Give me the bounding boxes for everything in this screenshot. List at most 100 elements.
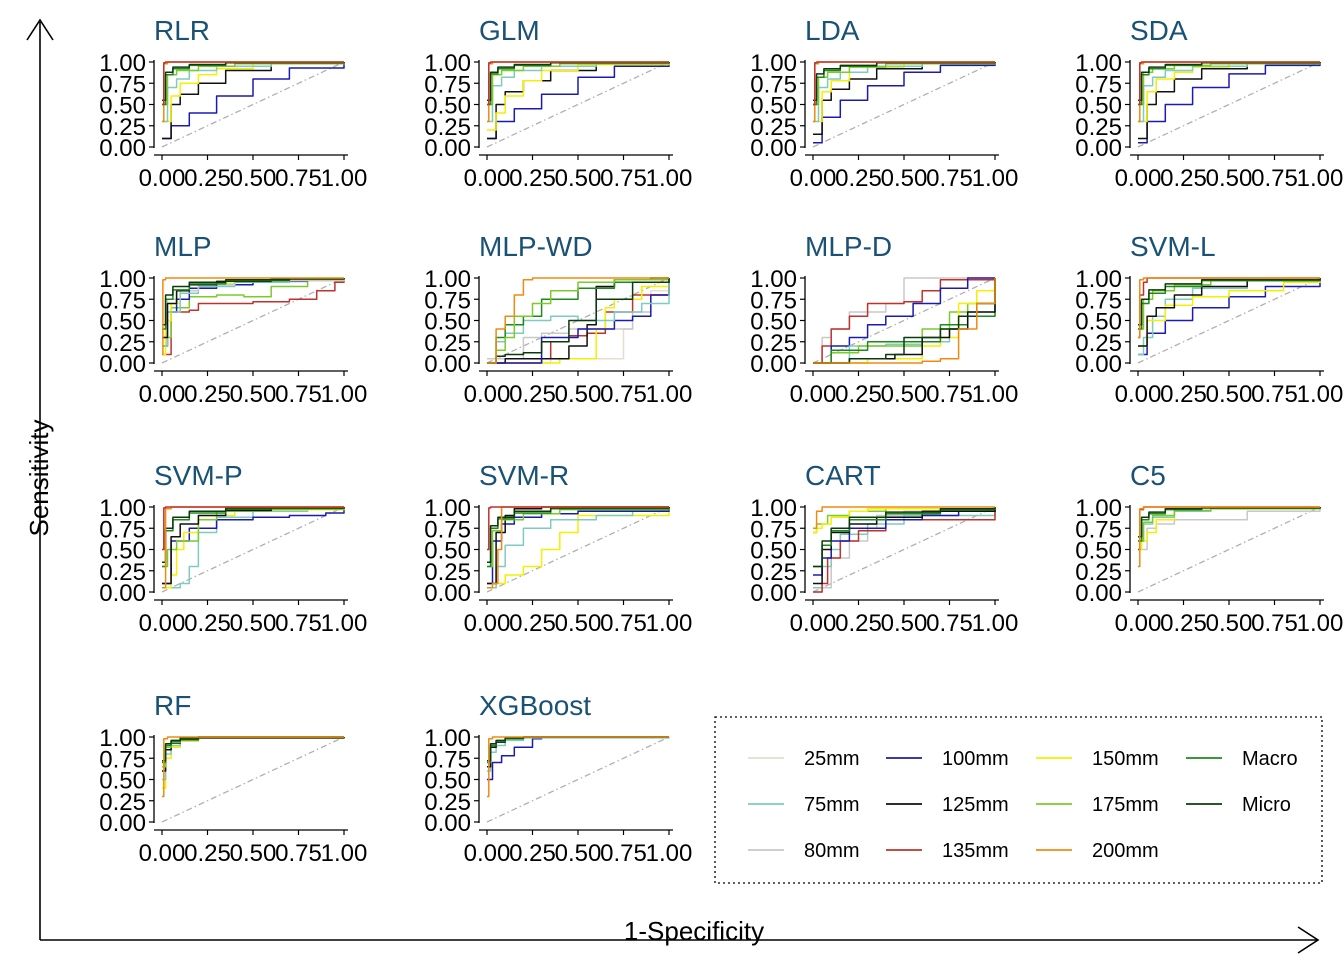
x-tick-label: 0.25 (184, 840, 231, 867)
panel-mlp-d: MLP-D0.000.250.500.751.000.000.250.500.7… (750, 231, 1018, 408)
panel-title: RLR (154, 15, 210, 46)
legend-box (714, 716, 1323, 884)
x-tick-label: 0.50 (230, 381, 277, 408)
y-tick-label: 0.25 (1075, 559, 1122, 586)
x-tick-label: 0.00 (139, 840, 186, 867)
y-tick-label: 0.75 (750, 71, 797, 98)
global-y-arrowhead (26, 18, 54, 41)
y-tick-label: 0.50 (99, 538, 146, 565)
legend-item: 150mm (1036, 748, 1159, 770)
roc-curve-100mm (813, 277, 995, 364)
x-tick-label: 0.25 (835, 381, 882, 408)
x-tick-label: 0.50 (230, 610, 277, 637)
roc-curve-75mm (487, 278, 670, 364)
x-tick-label: 0.50 (1206, 610, 1253, 637)
y-tick-label: 0.25 (750, 114, 797, 141)
roc-curve-175mm (1138, 507, 1321, 542)
panel-title: RF (154, 690, 191, 721)
y-tick-label: 0.00 (750, 135, 797, 162)
legend-label: 80mm (804, 840, 860, 862)
x-tick-label: 0.25 (509, 840, 556, 867)
y-tick-label: 0.00 (99, 810, 146, 837)
y-tick-label: 1.00 (99, 725, 146, 752)
x-tick-label: 1.00 (646, 610, 693, 637)
x-tick-label: 0.75 (926, 610, 973, 637)
roc-curve-135mm (813, 278, 996, 364)
legend-item: 200mm (1036, 840, 1159, 862)
legend-label: 150mm (1092, 748, 1159, 770)
y-tick-label: 1.00 (99, 266, 146, 293)
panel-c5: C50.000.250.500.751.000.000.250.500.751.… (1075, 460, 1343, 637)
y-tick-label: 1.00 (750, 495, 797, 522)
y-tick-label: 1.00 (99, 50, 146, 77)
x-tick-label: 1.00 (646, 165, 693, 192)
y-tick-label: 0.50 (424, 93, 471, 120)
panel-title: CART (805, 460, 881, 491)
y-tick-label: 0.00 (424, 351, 471, 378)
roc-curve-100mm (487, 736, 669, 781)
y-tick-label: 0.50 (424, 768, 471, 795)
roc-curve-200mm (813, 278, 996, 364)
panel-mlp-wd: MLP-WD0.000.250.500.751.000.000.250.500.… (424, 231, 692, 408)
x-tick-label: 0.00 (139, 381, 186, 408)
x-tick-label: 0.00 (139, 610, 186, 637)
y-tick-label: 0.25 (424, 114, 471, 141)
y-tick-label: 1.00 (424, 495, 471, 522)
reference-diagonal (486, 506, 670, 593)
roc-curve-135mm (813, 61, 995, 106)
x-tick-label: 0.00 (790, 610, 837, 637)
panel-title: SVM-L (1130, 231, 1216, 262)
reference-diagonal (161, 277, 345, 364)
x-tick-label: 0.00 (1115, 165, 1162, 192)
roc-curve-200mm (487, 277, 669, 364)
x-tick-label: 0.75 (1251, 165, 1298, 192)
reference-diagonal (1137, 61, 1321, 148)
y-tick-label: 1.00 (424, 266, 471, 293)
roc-curve-micro (1138, 278, 1321, 326)
panel-xgboost: XGBoost0.000.250.500.751.000.000.250.500… (424, 690, 692, 867)
x-tick-label: 0.25 (835, 165, 882, 192)
roc-curve-micro (162, 278, 345, 326)
roc-curve-175mm (1138, 62, 1321, 106)
y-tick-label: 0.75 (424, 516, 471, 543)
x-tick-label: 0.50 (1206, 381, 1253, 408)
x-tick-label: 0.75 (275, 840, 322, 867)
panel-title: LDA (805, 15, 860, 46)
y-tick-label: 0.25 (99, 789, 146, 816)
reference-diagonal (161, 61, 345, 148)
x-tick-label: 0.75 (1251, 381, 1298, 408)
roc-curve-200mm (487, 736, 669, 798)
y-tick-label: 1.00 (1075, 266, 1122, 293)
x-tick-label: 0.50 (555, 840, 602, 867)
x-tick-label: 0.50 (230, 165, 277, 192)
y-tick-label: 0.00 (750, 351, 797, 378)
y-tick-label: 0.75 (1075, 71, 1122, 98)
legend-label: 175mm (1092, 794, 1159, 816)
global-x-arrowhead (1297, 926, 1320, 954)
roc-curve-200mm (813, 506, 995, 530)
roc-curve-100mm (813, 507, 996, 576)
y-tick-label: 0.50 (750, 309, 797, 336)
x-tick-label: 0.25 (1160, 610, 1207, 637)
legend-item: 100mm (886, 748, 1009, 770)
x-tick-label: 1.00 (972, 165, 1019, 192)
x-tick-label: 0.75 (600, 610, 647, 637)
legend-item: 80mm (748, 840, 860, 862)
roc-curve-200mm (162, 277, 344, 356)
x-tick-label: 0.00 (464, 165, 511, 192)
y-tick-label: 0.25 (99, 330, 146, 357)
x-tick-label: 1.00 (972, 610, 1019, 637)
reference-diagonal (812, 61, 996, 148)
legend-item: 75mm (748, 794, 860, 816)
x-tick-label: 0.75 (1251, 610, 1298, 637)
roc-curve-175mm (162, 62, 345, 106)
roc-curve-150mm (487, 507, 670, 589)
roc-curve-200mm (1138, 277, 1320, 339)
roc-curve-200mm (162, 736, 344, 798)
y-tick-label: 0.50 (1075, 309, 1122, 336)
x-tick-label: 0.75 (926, 165, 973, 192)
y-tick-label: 0.50 (1075, 93, 1122, 120)
roc-curve-micro (1138, 62, 1321, 102)
y-tick-label: 0.75 (99, 71, 146, 98)
x-tick-label: 0.25 (509, 610, 556, 637)
